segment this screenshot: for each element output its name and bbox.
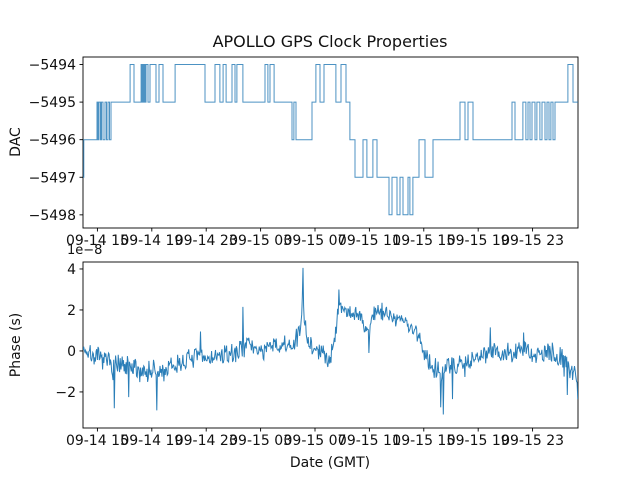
bottom-y-axis-label: Phase (s) xyxy=(8,313,24,377)
x-tick-label: 09-14 23 xyxy=(175,233,238,249)
x-tick-label: 09-15 07 xyxy=(284,233,347,249)
y-tick-label: 0 xyxy=(67,344,76,360)
top-y-axis-label: DAC xyxy=(8,127,24,157)
y-tick-label: −5495 xyxy=(29,95,76,111)
x-tick-label: 09-14 19 xyxy=(120,233,183,249)
x-axis-label: Date (GMT) xyxy=(290,455,370,471)
y-tick-label: 2 xyxy=(67,303,76,319)
y-tick-label: −5496 xyxy=(29,133,76,149)
x-tick-label: 09-15 15 xyxy=(392,433,455,449)
x-tick-label: 09-14 23 xyxy=(175,433,238,449)
x-tick-label: 09-15 15 xyxy=(392,233,455,249)
x-tick-label: 09-15 11 xyxy=(338,233,401,249)
y-tick-label: 4 xyxy=(67,262,76,278)
x-tick-label: 09-15 03 xyxy=(229,433,292,449)
x-tick-label: 09-14 15 xyxy=(66,233,129,249)
x-tick-label: 09-15 19 xyxy=(447,433,510,449)
y-tick-label: −5494 xyxy=(29,58,76,74)
y-tick-label: −5497 xyxy=(29,170,76,186)
y-offset-exponent-label: 1e−8 xyxy=(67,243,102,258)
x-tick-label: 09-14 19 xyxy=(120,433,183,449)
phase-line xyxy=(83,267,578,415)
chart-title: APOLLO GPS Clock Properties xyxy=(213,32,448,51)
x-tick-label: 09-15 11 xyxy=(338,433,401,449)
x-tick-label: 09-15 23 xyxy=(501,433,564,449)
x-tick-label: 09-15 07 xyxy=(284,433,347,449)
y-tick-label: −2 xyxy=(55,385,76,401)
x-tick-label: 09-15 23 xyxy=(501,233,564,249)
x-tick-label: 09-15 19 xyxy=(447,233,510,249)
plot-frame xyxy=(82,261,579,429)
x-tick-label: 09-15 03 xyxy=(229,233,292,249)
x-tick-label: 09-14 15 xyxy=(66,433,129,449)
y-tick-label: −5498 xyxy=(29,208,76,224)
plot-frame xyxy=(82,56,579,229)
dac-step-line xyxy=(83,64,578,216)
